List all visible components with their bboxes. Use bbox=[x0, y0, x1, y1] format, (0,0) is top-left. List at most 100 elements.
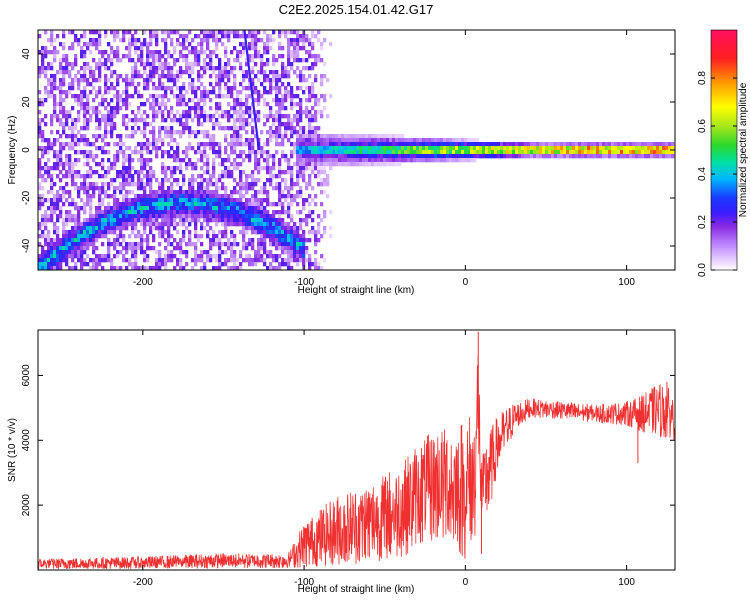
heatmap-cell bbox=[152, 82, 156, 87]
heatmap-cell bbox=[164, 166, 168, 171]
heatmap-cell bbox=[302, 154, 306, 159]
heatmap-cell bbox=[320, 42, 324, 47]
heatmap-cell bbox=[209, 210, 213, 215]
heatmap-cell bbox=[185, 206, 189, 211]
heatmap-cell bbox=[254, 206, 258, 211]
heatmap-cell bbox=[233, 146, 237, 151]
heatmap-cell bbox=[302, 218, 306, 223]
heatmap-cell bbox=[449, 158, 453, 163]
heatmap-cell bbox=[212, 134, 216, 139]
heatmap-cell bbox=[77, 130, 81, 135]
heatmap-cell bbox=[38, 226, 42, 231]
heatmap-cell bbox=[275, 94, 279, 99]
heatmap-cell bbox=[233, 186, 237, 191]
heatmap-cell bbox=[110, 262, 114, 267]
heatmap-cell bbox=[209, 114, 213, 119]
heatmap-cell bbox=[41, 58, 45, 63]
heatmap-cell bbox=[185, 90, 189, 95]
heatmap-cell bbox=[560, 142, 564, 147]
heatmap-cell bbox=[101, 118, 105, 123]
heatmap-cell bbox=[143, 218, 147, 223]
heatmap-cell bbox=[344, 150, 348, 155]
heatmap-cell bbox=[119, 182, 123, 187]
heatmap-cell bbox=[647, 142, 651, 147]
heatmap-cell bbox=[233, 138, 237, 143]
heatmap-cell bbox=[290, 54, 294, 59]
heatmap-cell bbox=[239, 262, 243, 267]
heatmap-cell bbox=[227, 142, 231, 147]
heatmap-cell bbox=[62, 230, 66, 235]
heatmap-cell bbox=[236, 242, 240, 247]
heatmap-cell bbox=[44, 238, 48, 243]
heatmap-cell bbox=[194, 226, 198, 231]
heatmap-cell bbox=[92, 186, 96, 191]
heatmap-cell bbox=[641, 142, 645, 147]
heatmap-cell bbox=[92, 78, 96, 83]
heatmap-cell bbox=[137, 70, 141, 75]
heatmap-cell bbox=[350, 134, 354, 139]
heatmap-cell bbox=[164, 218, 168, 223]
heatmap-cell bbox=[131, 94, 135, 99]
heatmap-cell bbox=[284, 90, 288, 95]
heatmap-cell bbox=[56, 130, 60, 135]
heatmap-cell bbox=[494, 150, 498, 155]
heatmap-cell bbox=[197, 158, 201, 163]
heatmap-cell bbox=[125, 122, 129, 127]
heatmap-cell bbox=[215, 178, 219, 183]
heatmap-cell bbox=[278, 54, 282, 59]
heatmap-cell bbox=[251, 186, 255, 191]
heatmap-cell bbox=[248, 150, 252, 155]
heatmap-cell bbox=[68, 154, 72, 159]
heatmap-cell bbox=[197, 102, 201, 107]
heatmap-cell bbox=[551, 142, 555, 147]
spectrogram-x-tick-label: 100 bbox=[618, 277, 635, 288]
heatmap-cell bbox=[401, 142, 405, 147]
heatmap-cell bbox=[86, 62, 90, 67]
heatmap-cell bbox=[401, 158, 405, 163]
heatmap-cell bbox=[80, 138, 84, 143]
heatmap-cell bbox=[113, 142, 117, 147]
heatmap-cell bbox=[38, 234, 42, 239]
heatmap-cell bbox=[284, 154, 288, 159]
heatmap-cell bbox=[155, 226, 159, 231]
heatmap-cell bbox=[185, 70, 189, 75]
heatmap-cell bbox=[326, 158, 330, 163]
heatmap-cell bbox=[275, 254, 279, 259]
heatmap-cell bbox=[152, 222, 156, 227]
heatmap-cell bbox=[104, 150, 108, 155]
heatmap-cell bbox=[287, 222, 291, 227]
heatmap-cell bbox=[74, 62, 78, 67]
heatmap-cell bbox=[260, 150, 264, 155]
heatmap-cell bbox=[230, 202, 234, 207]
heatmap-cell bbox=[398, 142, 402, 147]
snr-x-tick-label: -200 bbox=[133, 577, 153, 588]
heatmap-cell bbox=[353, 162, 357, 167]
heatmap-cell bbox=[302, 250, 306, 255]
heatmap-cell bbox=[509, 154, 513, 159]
heatmap-cell bbox=[230, 218, 234, 223]
heatmap-cell bbox=[74, 58, 78, 63]
heatmap-cell bbox=[308, 254, 312, 259]
heatmap-cell bbox=[617, 142, 621, 147]
heatmap-cell bbox=[185, 226, 189, 231]
heatmap-cell bbox=[68, 74, 72, 79]
heatmap-cell bbox=[68, 194, 72, 199]
heatmap-cell bbox=[248, 210, 252, 215]
heatmap-cell bbox=[77, 102, 81, 107]
heatmap-cell bbox=[224, 114, 228, 119]
heatmap-cell bbox=[212, 38, 216, 43]
heatmap-cell bbox=[125, 102, 129, 107]
heatmap-cell bbox=[134, 30, 138, 35]
heatmap-cell bbox=[113, 34, 117, 39]
heatmap-cell bbox=[110, 58, 114, 63]
heatmap-cell bbox=[272, 30, 276, 35]
heatmap-cell bbox=[308, 94, 312, 99]
heatmap-cell bbox=[50, 206, 54, 211]
heatmap-cell bbox=[44, 54, 48, 59]
heatmap-cell bbox=[272, 130, 276, 135]
heatmap-cell bbox=[161, 82, 165, 87]
heatmap-cell bbox=[281, 170, 285, 175]
heatmap-cell bbox=[272, 162, 276, 167]
heatmap-cell bbox=[239, 42, 243, 47]
heatmap-cell bbox=[224, 86, 228, 91]
